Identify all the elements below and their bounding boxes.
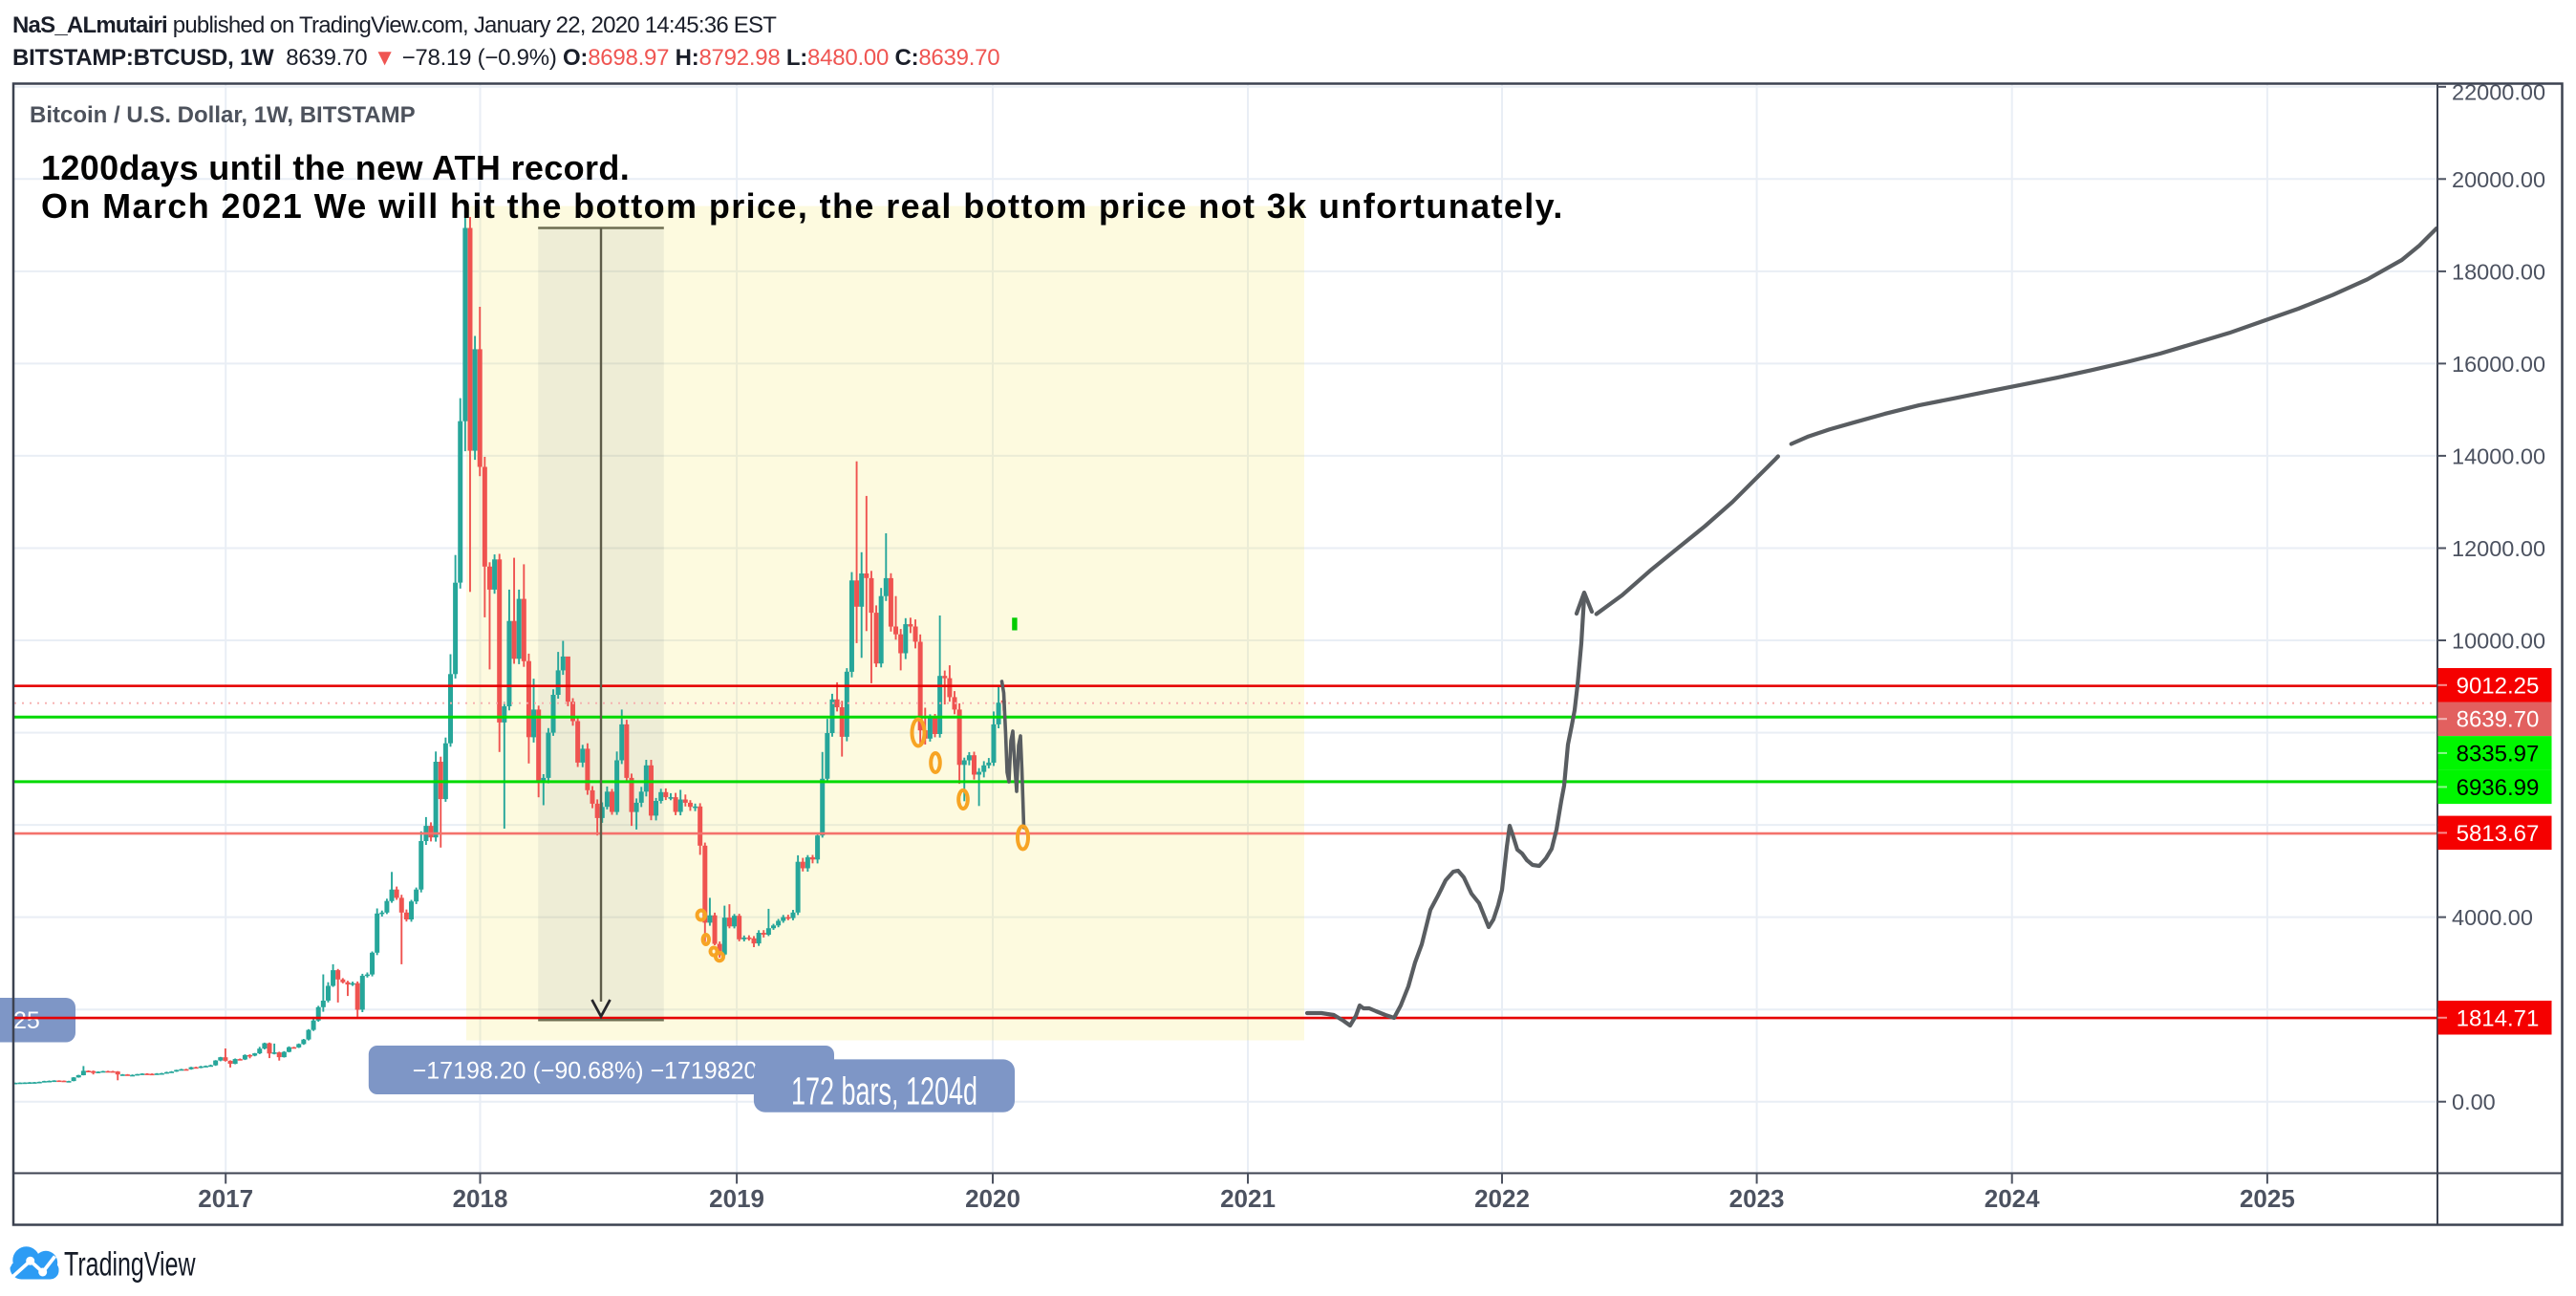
svg-text:2024: 2024 <box>1985 1184 2040 1213</box>
svg-text:10000.00: 10000.00 <box>2452 629 2545 654</box>
svg-text:2021: 2021 <box>1220 1184 1276 1213</box>
svg-text:TradingView: TradingView <box>64 1246 196 1284</box>
svg-text:5813.67: 5813.67 <box>2457 821 2540 847</box>
svg-text:0.00: 0.00 <box>2452 1090 2496 1114</box>
svg-text:2020: 2020 <box>965 1184 1020 1213</box>
svg-text:2018: 2018 <box>453 1184 508 1213</box>
svg-text:25: 25 <box>13 1007 40 1034</box>
svg-text:2025: 2025 <box>2240 1184 2295 1213</box>
svg-text:14000.00: 14000.00 <box>2452 443 2545 468</box>
svg-text:8639.70: 8639.70 <box>2457 707 2540 733</box>
svg-text:16000.00: 16000.00 <box>2452 352 2545 377</box>
svg-text:1814.71: 1814.71 <box>2457 1005 2540 1031</box>
svg-text:8335.97: 8335.97 <box>2457 741 2540 767</box>
svg-text:6936.99: 6936.99 <box>2457 775 2540 801</box>
svg-text:2022: 2022 <box>1474 1184 1530 1213</box>
svg-text:9012.25: 9012.25 <box>2457 673 2540 699</box>
svg-text:4000.00: 4000.00 <box>2452 905 2533 930</box>
svg-text:2019: 2019 <box>709 1184 764 1213</box>
svg-text:−17198.20 (−90.68%) −17198200.: −17198.20 (−90.68%) −17198200.0 <box>413 1058 790 1085</box>
svg-text:22000.00: 22000.00 <box>2452 79 2545 104</box>
svg-text:12000.00: 12000.00 <box>2452 536 2545 561</box>
svg-text:2023: 2023 <box>1729 1184 1785 1213</box>
svg-text:2017: 2017 <box>198 1184 253 1213</box>
svg-text:18000.00: 18000.00 <box>2452 259 2545 284</box>
svg-text:20000.00: 20000.00 <box>2452 167 2545 192</box>
svg-text:172 bars, 1204d: 172 bars, 1204d <box>791 1070 977 1113</box>
